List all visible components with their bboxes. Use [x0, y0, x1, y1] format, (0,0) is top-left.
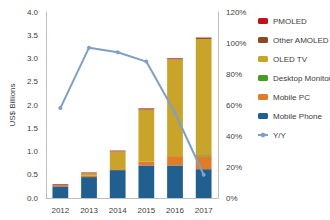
svg-text:2014: 2014 — [109, 206, 127, 215]
svg-text:OLED TV: OLED TV — [273, 55, 308, 64]
svg-text:20%: 20% — [226, 163, 242, 172]
svg-text:120%: 120% — [226, 8, 246, 17]
svg-text:3.0: 3.0 — [27, 54, 39, 63]
svg-text:40%: 40% — [226, 132, 242, 141]
svg-text:1.0: 1.0 — [27, 147, 39, 156]
svg-text:60%: 60% — [226, 101, 242, 110]
svg-text:2012: 2012 — [51, 206, 69, 215]
svg-text:US$ Billions: US$ Billions — [8, 83, 17, 126]
svg-text:100%: 100% — [226, 39, 246, 48]
svg-text:0%: 0% — [226, 194, 238, 203]
svg-text:Desktop Monitor: Desktop Monitor — [273, 74, 330, 83]
svg-text:Mobile Phone: Mobile Phone — [273, 112, 322, 121]
svg-text:Mobile PC: Mobile PC — [273, 93, 310, 102]
svg-text:4.0: 4.0 — [27, 8, 39, 17]
svg-text:PMOLED: PMOLED — [273, 17, 307, 26]
svg-text:0.5: 0.5 — [27, 170, 39, 179]
svg-text:0.0: 0.0 — [27, 194, 39, 203]
svg-text:80%: 80% — [226, 70, 242, 79]
svg-text:2.0: 2.0 — [27, 101, 39, 110]
svg-text:Other AMOLED: Other AMOLED — [273, 36, 329, 45]
svg-text:1.5: 1.5 — [27, 124, 39, 133]
svg-text:2017: 2017 — [195, 206, 213, 215]
svg-text:2015: 2015 — [137, 206, 155, 215]
svg-text:3.5: 3.5 — [27, 31, 39, 40]
svg-text:2013: 2013 — [80, 206, 98, 215]
svg-text:2.5: 2.5 — [27, 77, 39, 86]
svg-text:2016: 2016 — [166, 206, 184, 215]
svg-text:Y/Y: Y/Y — [273, 131, 287, 140]
